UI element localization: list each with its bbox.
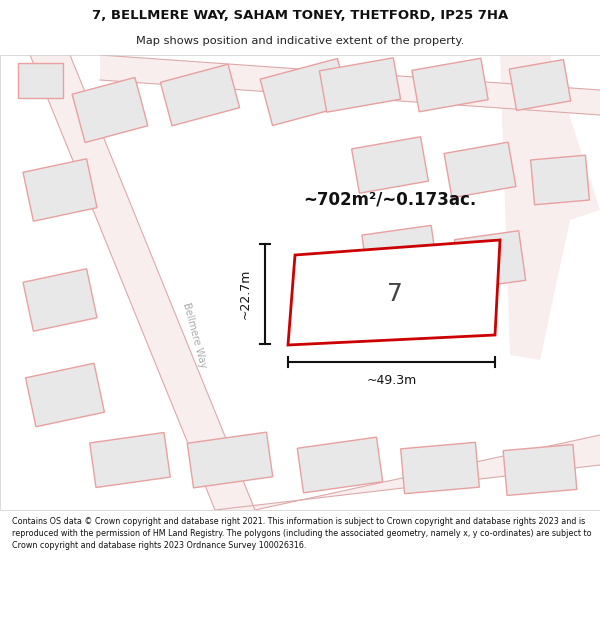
Text: ~22.7m: ~22.7m — [239, 269, 251, 319]
Polygon shape — [503, 444, 577, 496]
Text: ~49.3m: ~49.3m — [367, 374, 416, 386]
Text: Map shows position and indicative extent of the property.: Map shows position and indicative extent… — [136, 36, 464, 46]
Polygon shape — [352, 137, 428, 193]
Text: Bellmere Way: Bellmere Way — [181, 301, 209, 369]
Text: ~702m²/~0.173ac.: ~702m²/~0.173ac. — [304, 191, 476, 209]
Polygon shape — [160, 64, 239, 126]
Text: Contains OS data © Crown copyright and database right 2021. This information is : Contains OS data © Crown copyright and d… — [12, 517, 592, 549]
Polygon shape — [215, 435, 600, 510]
Polygon shape — [26, 363, 104, 427]
Polygon shape — [319, 58, 401, 112]
Polygon shape — [500, 55, 600, 360]
Polygon shape — [17, 62, 62, 98]
Polygon shape — [100, 55, 600, 115]
Polygon shape — [509, 59, 571, 111]
Polygon shape — [297, 437, 383, 493]
Polygon shape — [90, 432, 170, 488]
Text: 7, BELLMERE WAY, SAHAM TONEY, THETFORD, IP25 7HA: 7, BELLMERE WAY, SAHAM TONEY, THETFORD, … — [92, 9, 508, 22]
Polygon shape — [30, 55, 255, 510]
Polygon shape — [187, 432, 273, 488]
Polygon shape — [362, 226, 438, 284]
Polygon shape — [72, 78, 148, 142]
Polygon shape — [454, 231, 526, 289]
Polygon shape — [444, 142, 516, 198]
Polygon shape — [23, 269, 97, 331]
Polygon shape — [401, 442, 479, 494]
Polygon shape — [412, 58, 488, 112]
Text: 7: 7 — [386, 282, 403, 306]
Polygon shape — [530, 155, 589, 205]
Polygon shape — [288, 240, 500, 345]
Polygon shape — [23, 159, 97, 221]
Polygon shape — [260, 59, 350, 126]
